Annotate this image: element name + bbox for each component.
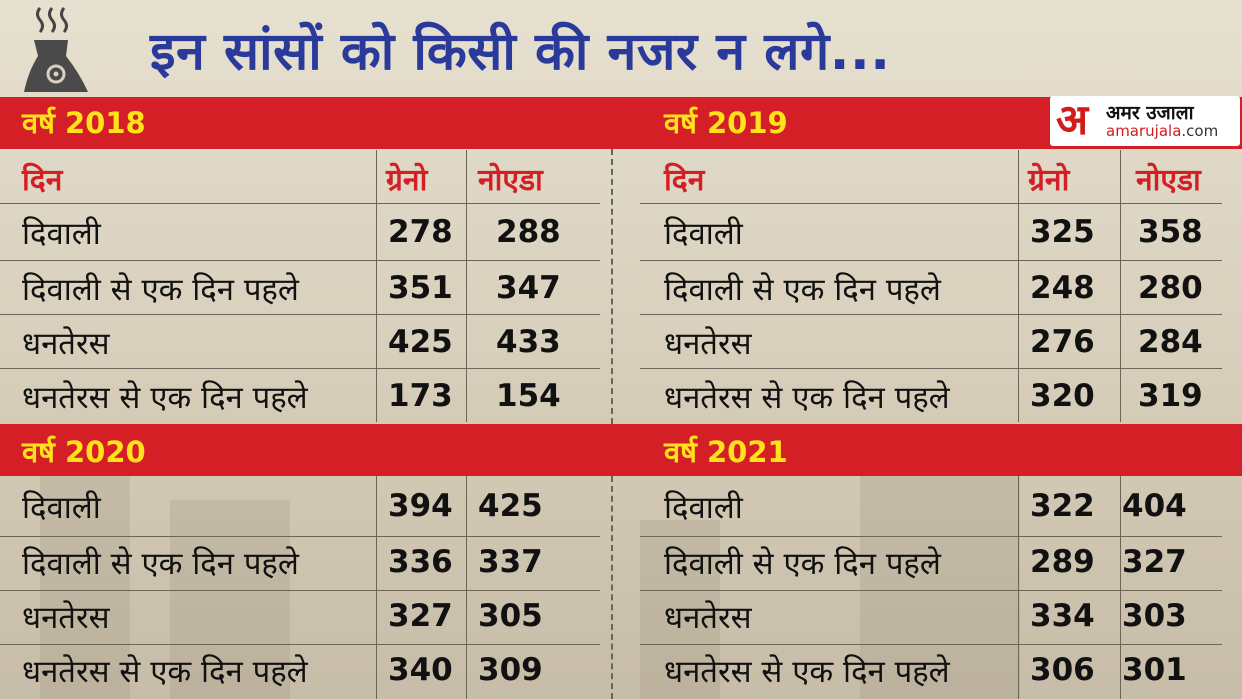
table-2021-greno: 334 — [1030, 598, 1095, 634]
table-2018-greno: 278 — [388, 214, 453, 250]
table-2018-noida: 347 — [496, 270, 561, 306]
table-2018-noida: 433 — [496, 324, 561, 360]
year-label-2020: वर्ष 2020 — [22, 435, 146, 469]
table-2019-noida: 319 — [1138, 378, 1203, 414]
col-divider — [376, 476, 377, 699]
col-head-day: दिन — [664, 163, 705, 198]
table-2021-day: दिवाली से एक दिन पहले — [664, 546, 941, 582]
logo-url-suffix: .com — [1181, 122, 1219, 140]
table-2019-day: धनतेरस से एक दिन पहले — [664, 380, 950, 416]
factory-chimney-icon — [24, 7, 88, 92]
amar-ujala-logo: अ अमर उजाला amarujala.com — [1050, 96, 1240, 146]
table-2019-day: दिवाली — [664, 216, 743, 252]
table-2018-noida: 288 — [496, 214, 561, 250]
row-divider — [640, 260, 1222, 261]
table-2020-greno: 336 — [388, 544, 453, 580]
table-2018-greno: 173 — [388, 378, 453, 414]
row-divider — [0, 314, 600, 315]
year-band-bottom — [0, 424, 1242, 476]
row-divider — [0, 368, 600, 369]
background-building — [170, 500, 290, 699]
col-divider — [1018, 150, 1019, 422]
year-label-2018: वर्ष 2018 — [22, 106, 146, 140]
row-divider — [640, 368, 1222, 369]
background-building — [640, 520, 720, 699]
header: इन सांसों को किसी की नजर न लगे... — [0, 0, 1242, 92]
table-2019-greno: 320 — [1030, 378, 1095, 414]
table-2020-noida: 425 — [478, 488, 543, 524]
background-building — [40, 470, 130, 699]
table-2018-day: दिवाली — [22, 216, 101, 252]
logo-url-main: amarujala — [1106, 122, 1182, 140]
table-2021-noida: 404 — [1122, 488, 1187, 524]
table-2020-noida: 305 — [478, 598, 543, 634]
table-2020-day: धनतेरस — [22, 600, 110, 636]
row-divider — [640, 314, 1222, 315]
col-head-greno: ग्रेनो — [386, 163, 428, 198]
table-2021-day: धनतेरस — [664, 600, 752, 636]
col-head-noida: नोएडा — [1136, 163, 1201, 198]
table-2021-day: धनतेरस से एक दिन पहले — [664, 654, 950, 690]
row-divider — [0, 644, 600, 645]
table-2021-greno: 306 — [1030, 652, 1095, 688]
table-2020-noida: 337 — [478, 544, 543, 580]
table-2021-greno: 289 — [1030, 544, 1095, 580]
table-2021-noida: 301 — [1122, 652, 1187, 688]
table-2019-noida: 358 — [1138, 214, 1203, 250]
table-2021-greno: 322 — [1030, 488, 1095, 524]
col-divider — [1018, 476, 1019, 699]
row-divider — [640, 536, 1222, 537]
row-divider — [640, 590, 1222, 591]
table-2019-noida: 280 — [1138, 270, 1203, 306]
col-head-greno: ग्रेनो — [1028, 163, 1070, 198]
table-2018-noida: 154 — [496, 378, 561, 414]
table-2020-greno: 340 — [388, 652, 453, 688]
row-divider — [640, 203, 1222, 204]
table-2021-noida: 327 — [1122, 544, 1187, 580]
year-band-top — [0, 97, 1242, 149]
table-2020-greno: 394 — [388, 488, 453, 524]
logo-url: amarujala.com — [1106, 122, 1218, 140]
table-2020-day: दिवाली — [22, 490, 101, 526]
table-2018-day: धनतेरस से एक दिन पहले — [22, 380, 308, 416]
col-divider — [376, 150, 377, 422]
row-divider — [0, 590, 600, 591]
center-divider — [611, 149, 613, 424]
table-2020-noida: 309 — [478, 652, 543, 688]
table-2020-day: दिवाली से एक दिन पहले — [22, 546, 299, 582]
row-divider — [0, 260, 600, 261]
table-2020-greno: 327 — [388, 598, 453, 634]
table-2020-day: धनतेरस से एक दिन पहले — [22, 654, 308, 690]
row-divider — [0, 203, 600, 204]
table-2019-day: दिवाली से एक दिन पहले — [664, 272, 941, 308]
table-2018-day: दिवाली से एक दिन पहले — [22, 272, 299, 308]
table-2019-greno: 276 — [1030, 324, 1095, 360]
table-2019-greno: 248 — [1030, 270, 1095, 306]
table-2019-noida: 284 — [1138, 324, 1203, 360]
col-divider — [1120, 476, 1121, 699]
table-2019-greno: 325 — [1030, 214, 1095, 250]
table-2018-day: धनतेरस — [22, 326, 110, 362]
center-divider — [611, 476, 613, 699]
table-2019-day: धनतेरस — [664, 326, 752, 362]
col-divider — [466, 150, 467, 422]
col-divider — [1120, 150, 1121, 422]
col-divider — [466, 476, 467, 699]
page-title: इन सांसों को किसी की नजर न लगे... — [150, 22, 891, 82]
col-head-noida: नोएडा — [478, 163, 543, 198]
row-divider — [640, 644, 1222, 645]
table-2018-greno: 351 — [388, 270, 453, 306]
row-divider — [0, 536, 600, 537]
col-head-day: दिन — [22, 163, 63, 198]
logo-name: अमर उजाला — [1106, 102, 1194, 124]
table-2018-greno: 425 — [388, 324, 453, 360]
year-label-2019: वर्ष 2019 — [664, 106, 788, 140]
table-2021-day: दिवाली — [664, 490, 743, 526]
table-2021-noida: 303 — [1122, 598, 1187, 634]
year-label-2021: वर्ष 2021 — [664, 435, 788, 469]
logo-mark: अ — [1056, 95, 1089, 144]
